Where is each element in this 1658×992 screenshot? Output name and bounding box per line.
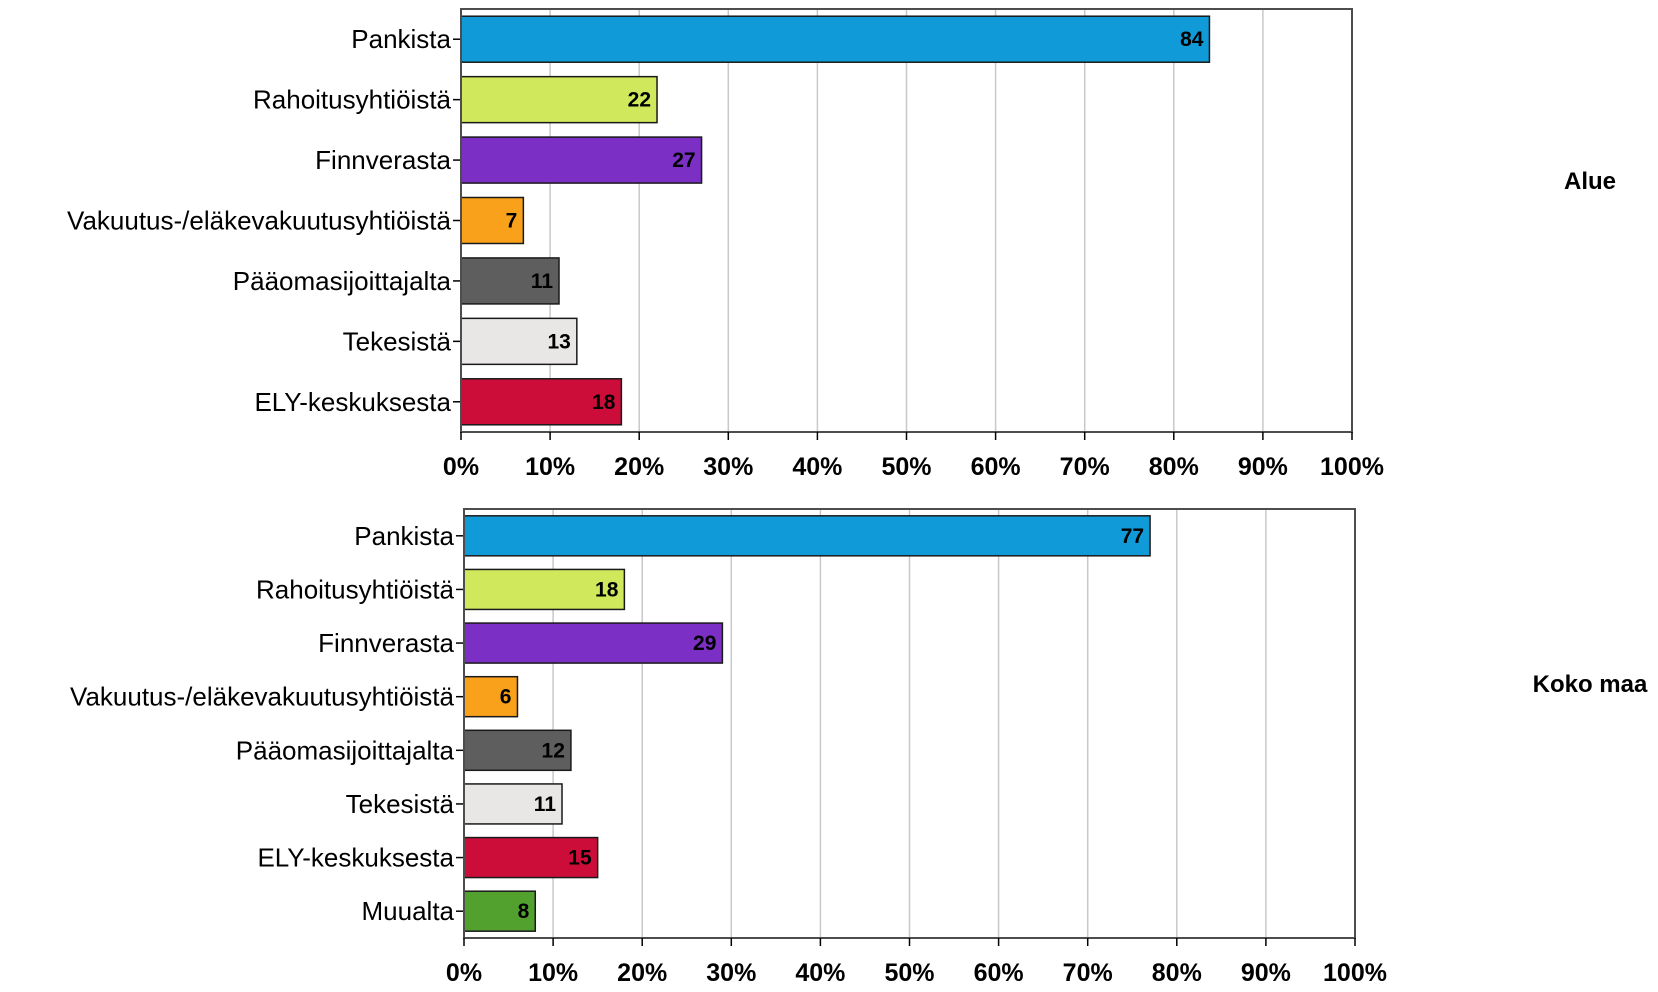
bar bbox=[460, 378, 623, 426]
bar bbox=[463, 783, 563, 825]
bar bbox=[463, 622, 724, 664]
tick-label: 50% bbox=[884, 959, 934, 987]
category-label: Tekesistä bbox=[346, 789, 455, 819]
tick-label: 100% bbox=[1323, 959, 1387, 987]
tick-label: 40% bbox=[792, 453, 842, 481]
tick-label: 60% bbox=[974, 959, 1024, 987]
tick-label: 0% bbox=[446, 959, 482, 987]
data-label: 7 bbox=[506, 210, 518, 233]
bar bbox=[460, 196, 525, 245]
tick-label: 20% bbox=[617, 959, 667, 987]
tick-label: 70% bbox=[1060, 453, 1110, 481]
category-label: Rahoitusyhtiöistä bbox=[253, 85, 452, 115]
panel-label: Alue bbox=[1564, 168, 1616, 195]
tick-label: 20% bbox=[614, 453, 664, 481]
data-label: 13 bbox=[547, 330, 570, 353]
tick-label: 60% bbox=[971, 453, 1021, 481]
category-label: ELY-keskuksesta bbox=[254, 387, 451, 417]
bar bbox=[460, 75, 658, 124]
category-label: Pääomasijoittajalta bbox=[236, 735, 455, 765]
tick-label: 40% bbox=[795, 959, 845, 987]
data-label: 15 bbox=[568, 847, 592, 870]
bar bbox=[460, 257, 560, 305]
category-label: Tekesistä bbox=[343, 326, 452, 356]
bar bbox=[460, 15, 1211, 63]
category-label: Pankista bbox=[351, 24, 451, 54]
data-label: 12 bbox=[542, 739, 565, 762]
category-label: Pääomasijoittajalta bbox=[233, 266, 452, 296]
bar bbox=[463, 836, 599, 879]
tick-label: 10% bbox=[528, 959, 578, 987]
tick-label: 30% bbox=[706, 959, 756, 987]
tick-label: 0% bbox=[443, 453, 479, 481]
bar bbox=[460, 317, 578, 366]
data-label: 18 bbox=[592, 391, 616, 414]
bar bbox=[463, 515, 1151, 557]
bar bbox=[463, 675, 519, 718]
tick-label: 90% bbox=[1238, 453, 1288, 481]
category-label: Muualta bbox=[362, 896, 455, 926]
category-label: Rahoitusyhtiöistä bbox=[256, 574, 455, 604]
category-label: Vakuutus-/eläkevakuutusyhtiöistä bbox=[67, 206, 451, 236]
category-label: Vakuutus-/eläkevakuutusyhtiöistä bbox=[70, 682, 454, 712]
tick-label: 100% bbox=[1320, 453, 1384, 481]
category-label: Finnverasta bbox=[315, 145, 451, 175]
data-label: 84 bbox=[1180, 28, 1204, 51]
data-label: 77 bbox=[1121, 525, 1144, 548]
tick-label: 70% bbox=[1063, 959, 1113, 987]
tick-label: 80% bbox=[1152, 959, 1202, 987]
bar bbox=[460, 136, 703, 184]
data-label: 8 bbox=[518, 900, 530, 923]
chart-panel-1: 84 Pankista 22 Rahoitusyhtiöistä 27 Finnveras… bbox=[67, 8, 1616, 481]
tick-label: 10% bbox=[525, 453, 575, 481]
tick-label: 90% bbox=[1241, 959, 1291, 987]
data-label: 29 bbox=[693, 632, 716, 655]
bar bbox=[463, 568, 626, 611]
bar bbox=[463, 890, 537, 932]
panel-label: Koko maa bbox=[1533, 671, 1648, 698]
bar bbox=[463, 729, 572, 772]
data-label: 18 bbox=[595, 578, 619, 601]
chart-panel-2: 77 Pankista 18 Rahoitusyhtiöistä 29 Finnveras… bbox=[70, 508, 1648, 987]
category-label: Pankista bbox=[354, 521, 454, 551]
data-label: 11 bbox=[534, 793, 557, 816]
tick-label: 50% bbox=[881, 453, 931, 481]
data-label: 11 bbox=[531, 270, 554, 293]
category-label: ELY-keskuksesta bbox=[257, 843, 454, 873]
data-label: 6 bbox=[500, 686, 512, 709]
category-label: Finnverasta bbox=[318, 628, 454, 658]
data-label: 22 bbox=[628, 89, 651, 112]
tick-label: 80% bbox=[1149, 453, 1199, 481]
data-label: 27 bbox=[672, 149, 695, 172]
tick-label: 30% bbox=[703, 453, 753, 481]
